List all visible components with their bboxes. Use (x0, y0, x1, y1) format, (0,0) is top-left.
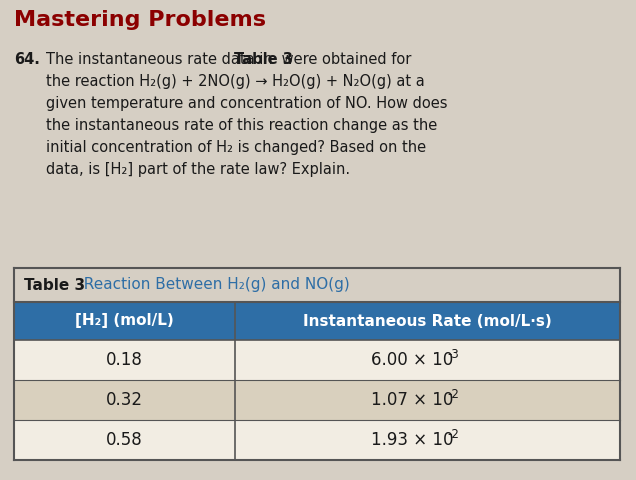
Text: the reaction H₂(g) + 2NO(g) → H₂O(g) + N₂O(g) at a: the reaction H₂(g) + 2NO(g) → H₂O(g) + N… (46, 74, 425, 89)
Text: 64.: 64. (14, 52, 40, 67)
Text: Reaction Between H₂(g) and NO(g): Reaction Between H₂(g) and NO(g) (74, 277, 350, 292)
Text: initial concentration of H₂ is changed? Based on the: initial concentration of H₂ is changed? … (46, 140, 426, 155)
Text: 1.93 × 10: 1.93 × 10 (371, 431, 453, 449)
Text: given temperature and concentration of NO. How does: given temperature and concentration of N… (46, 96, 448, 111)
Text: Mastering Problems: Mastering Problems (14, 10, 266, 30)
Text: -3: -3 (447, 348, 459, 360)
Text: 1.07 × 10: 1.07 × 10 (371, 391, 453, 409)
Text: The instantaneous rate data in: The instantaneous rate data in (46, 52, 277, 67)
Bar (14, 340, 620, 380)
Text: -2: -2 (447, 387, 459, 400)
Text: 0.58: 0.58 (106, 431, 143, 449)
Text: 6.00 × 10: 6.00 × 10 (371, 351, 453, 369)
Bar (14, 420, 620, 460)
Text: Table 3: Table 3 (24, 277, 85, 292)
Text: -2: -2 (447, 428, 459, 441)
Text: Instantaneous Rate (mol/L·s): Instantaneous Rate (mol/L·s) (303, 313, 552, 328)
Text: 0.32: 0.32 (106, 391, 143, 409)
Text: [H₂] (mol/L): [H₂] (mol/L) (75, 313, 174, 328)
Text: 0.18: 0.18 (106, 351, 143, 369)
Text: data, is [H₂] part of the rate law? Explain.: data, is [H₂] part of the rate law? Expl… (46, 162, 350, 177)
Text: were obtained for: were obtained for (277, 52, 411, 67)
Text: the instantaneous rate of this reaction change as the: the instantaneous rate of this reaction … (46, 118, 438, 133)
Bar (14, 380, 620, 420)
Bar (14, 302, 620, 340)
Text: Table 3: Table 3 (234, 52, 293, 67)
Bar (14, 268, 620, 302)
